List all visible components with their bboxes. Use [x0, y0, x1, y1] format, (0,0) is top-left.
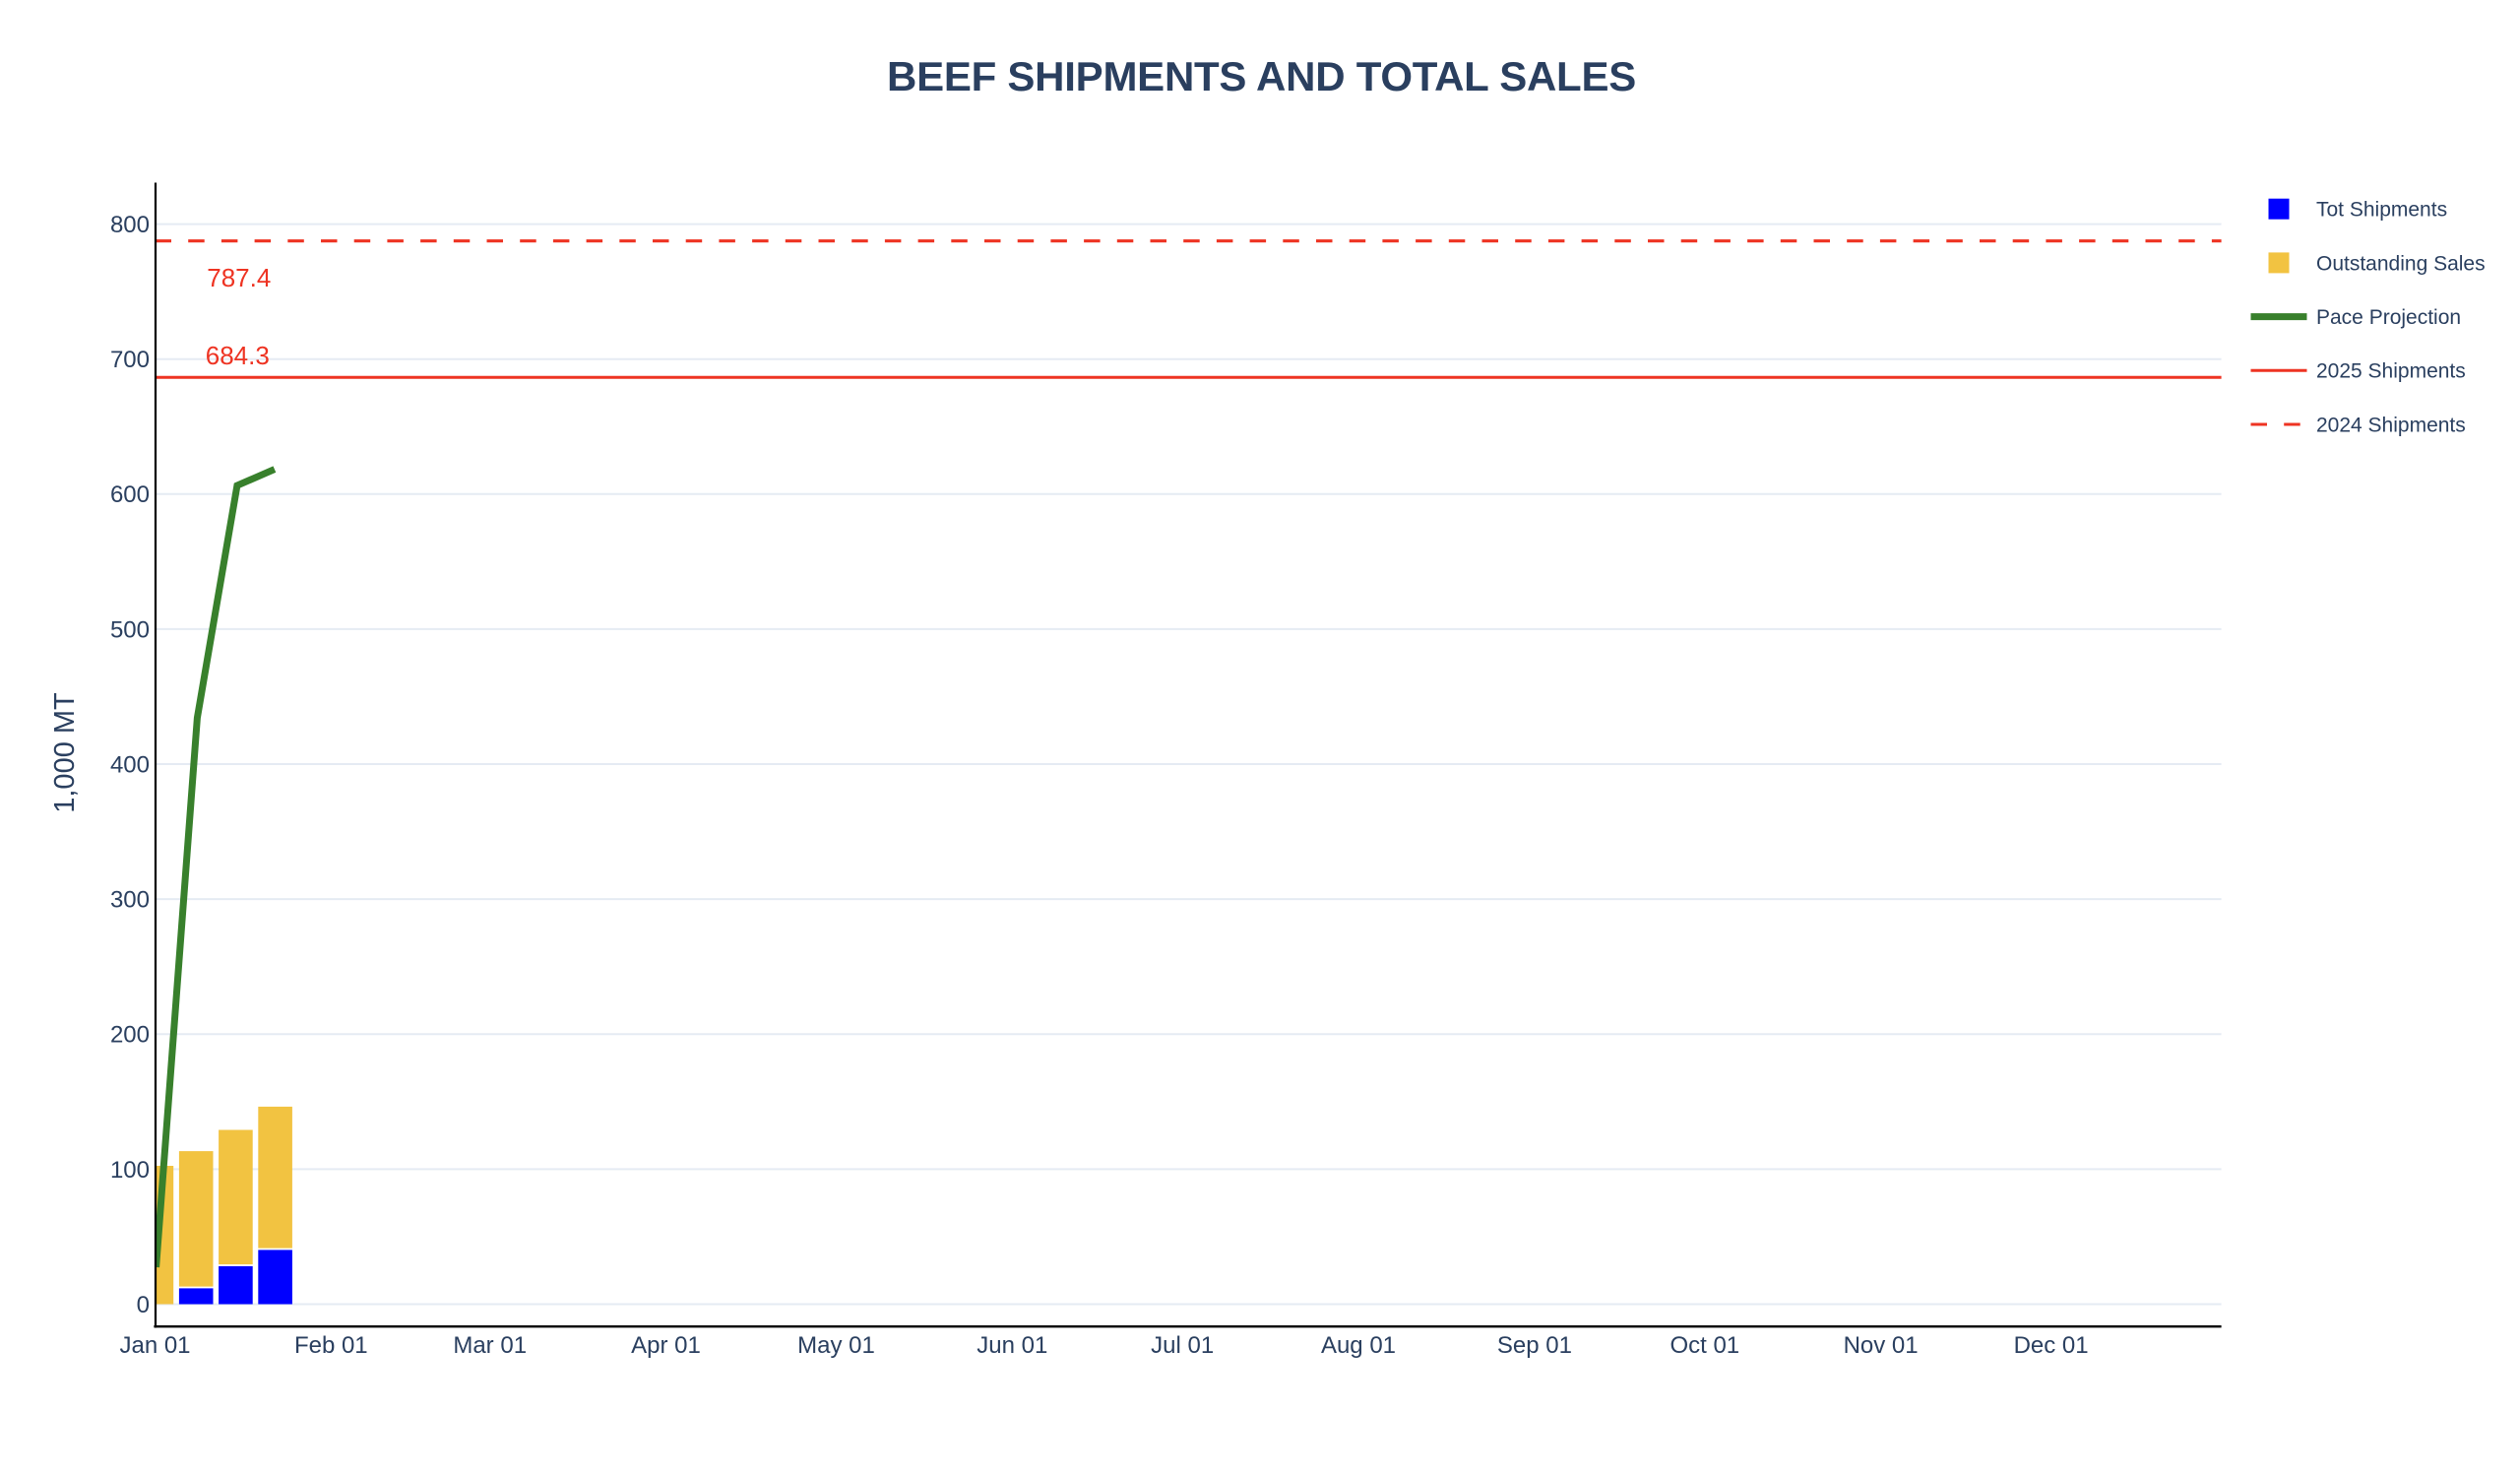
svg-text:100: 100 [110, 1157, 150, 1184]
svg-text:300: 300 [110, 887, 150, 914]
svg-text:0: 0 [137, 1292, 150, 1318]
svg-text:787.4: 787.4 [207, 263, 271, 292]
svg-text:Pace Projection: Pace Projection [2316, 306, 2461, 329]
svg-text:500: 500 [110, 616, 150, 643]
svg-text:Jul 01: Jul 01 [1151, 1332, 1214, 1359]
svg-text:700: 700 [110, 347, 150, 373]
svg-text:Mar 01: Mar 01 [453, 1332, 527, 1359]
svg-text:684.3: 684.3 [206, 341, 270, 370]
svg-text:800: 800 [110, 212, 150, 238]
svg-text:BEEF SHIPMENTS AND TOTAL SALES: BEEF SHIPMENTS AND TOTAL SALES [887, 53, 1636, 99]
svg-text:Sep 01: Sep 01 [1497, 1332, 1572, 1359]
svg-text:600: 600 [110, 481, 150, 508]
svg-text:May 01: May 01 [797, 1332, 875, 1359]
svg-text:400: 400 [110, 751, 150, 778]
svg-text:1,000 MT: 1,000 MT [49, 692, 81, 813]
svg-text:2024 Shipments: 2024 Shipments [2316, 414, 2466, 436]
svg-text:Aug 01: Aug 01 [1321, 1332, 1396, 1359]
svg-text:Tot Shipments: Tot Shipments [2316, 199, 2447, 222]
svg-text:Dec 01: Dec 01 [2014, 1332, 2089, 1359]
svg-text:200: 200 [110, 1022, 150, 1049]
svg-text:Nov 01: Nov 01 [1844, 1332, 1919, 1359]
svg-text:Apr 01: Apr 01 [631, 1332, 701, 1359]
svg-text:Jun 01: Jun 01 [976, 1332, 1047, 1359]
svg-text:Feb 01: Feb 01 [294, 1332, 368, 1359]
svg-text:Jan 01: Jan 01 [119, 1332, 190, 1359]
svg-text:Oct 01: Oct 01 [1670, 1332, 1739, 1359]
svg-text:Outstanding Sales: Outstanding Sales [2316, 252, 2486, 275]
svg-text:2025 Shipments: 2025 Shipments [2316, 360, 2466, 383]
